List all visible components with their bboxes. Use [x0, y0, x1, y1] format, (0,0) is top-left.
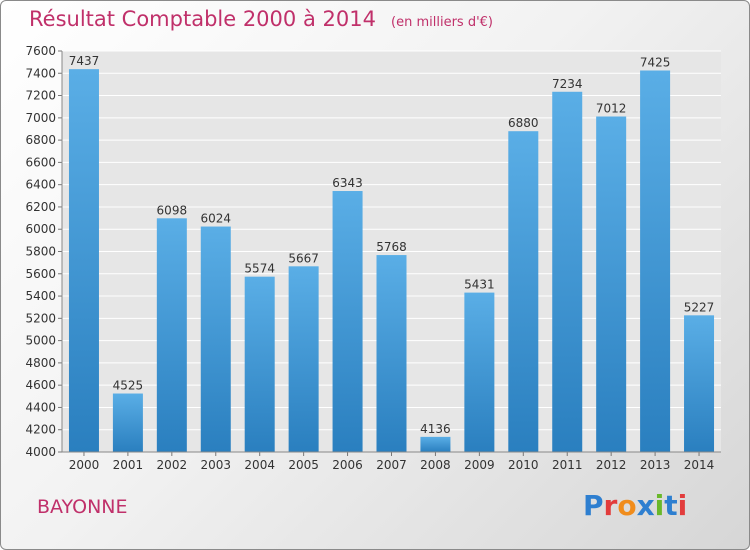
data-label: 6024 [200, 212, 231, 226]
data-label: 5574 [244, 262, 275, 276]
y-tick-label: 5800 [25, 245, 56, 259]
x-tick-label: 2007 [376, 458, 407, 472]
logo-letter: t [664, 489, 678, 522]
bar-2002 [156, 218, 187, 452]
title-line: Résultat Comptable 2000 à 2014 (en milli… [29, 7, 493, 31]
y-tick-label: 6400 [25, 178, 56, 192]
bar-2001 [112, 393, 143, 452]
x-tick-label: 2008 [420, 458, 451, 472]
logo-letter: o [617, 489, 637, 522]
bar-2008 [420, 436, 451, 452]
data-label: 5431 [464, 278, 495, 292]
logo-letter: i [654, 489, 665, 522]
bar-2005 [288, 266, 319, 452]
x-tick-label: 2009 [464, 458, 495, 472]
chart-subtitle: (en milliers d'€) [391, 15, 493, 30]
x-tick-label: 2010 [508, 458, 539, 472]
bar-2003 [200, 226, 231, 452]
logo-letter: r [603, 489, 618, 522]
x-tick-label: 2012 [596, 458, 627, 472]
y-tick-label: 6600 [25, 155, 56, 169]
bars: 7437 4525 6098 6024 5574 5667 6343 5768 4136 5431… [68, 54, 715, 453]
x-tick-label: 2011 [552, 458, 583, 472]
x-tick-label: 2013 [640, 458, 671, 472]
bar-2014 [684, 315, 715, 452]
y-tick-label: 7400 [25, 66, 56, 80]
x-tick-label: 2000 [69, 458, 100, 472]
x-tick-label: 2005 [288, 458, 319, 472]
x-tick-label: 2004 [244, 458, 275, 472]
data-label: 4136 [420, 422, 451, 436]
y-tick-label: 7200 [25, 89, 56, 103]
x-tick-label: 2003 [200, 458, 231, 472]
x-axis-ticks: 2000 2001 2002 2003 2004 2005 2006 2007 2008 2009… [62, 451, 721, 472]
data-label: 5768 [376, 240, 407, 254]
data-label: 7012 [596, 101, 627, 115]
proxiti-logo: Proxiti [583, 489, 687, 522]
x-tick-label: 2001 [113, 458, 144, 472]
bar-2010 [508, 131, 539, 452]
data-label: 5227 [684, 300, 715, 314]
data-label: 7425 [640, 55, 671, 69]
x-tick-label: 2014 [684, 458, 715, 472]
y-tick-label: 4600 [25, 378, 56, 392]
data-label: 6098 [157, 203, 188, 217]
x-tick-label: 2006 [332, 458, 363, 472]
bar-2004 [244, 276, 275, 452]
data-label: 6880 [508, 116, 539, 130]
y-tick-label: 7600 [25, 44, 56, 58]
y-tick-label: 7000 [25, 111, 56, 125]
y-axis-ticks: 4000 4200 4400 4600 4800 5000 5200 5400 5600 5800… [25, 44, 63, 459]
logo-letter: i [677, 489, 688, 522]
y-tick-label: 5600 [25, 267, 56, 281]
data-label: 4525 [113, 379, 144, 393]
city-name: BAYONNE [37, 496, 128, 518]
y-tick-label: 5000 [25, 334, 56, 348]
bar-2011 [552, 91, 583, 452]
data-label: 7234 [552, 77, 583, 91]
bar-2006 [332, 191, 363, 452]
bar-2013 [640, 70, 671, 453]
logo-letter: P [583, 489, 604, 522]
y-tick-label: 6800 [25, 133, 56, 147]
y-tick-label: 4000 [25, 445, 56, 459]
x-tick-label: 2002 [157, 458, 188, 472]
chart-title: Résultat Comptable 2000 à 2014 [29, 7, 376, 31]
y-tick-label: 4400 [25, 400, 56, 414]
bar-2009 [464, 292, 495, 452]
bar-2000 [68, 69, 99, 453]
data-label: 7437 [69, 54, 100, 68]
data-label: 5667 [288, 251, 319, 265]
y-tick-label: 6000 [25, 222, 56, 236]
bar-2007 [376, 255, 407, 452]
y-tick-label: 4200 [25, 423, 56, 437]
bar-2012 [596, 116, 627, 452]
data-label: 6343 [332, 176, 363, 190]
y-tick-label: 4800 [25, 356, 56, 370]
y-tick-label: 6200 [25, 200, 56, 214]
y-tick-label: 5200 [25, 311, 56, 325]
y-tick-label: 5400 [25, 289, 56, 303]
logo-letter: x [636, 489, 655, 522]
